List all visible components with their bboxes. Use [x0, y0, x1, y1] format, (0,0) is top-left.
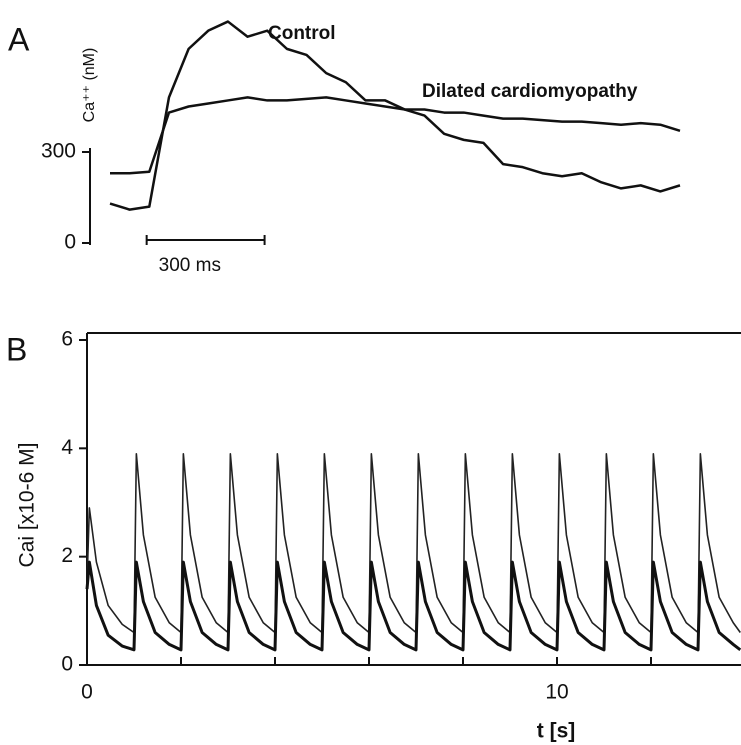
- panel-label: B: [6, 331, 27, 367]
- series-line: [85, 560, 741, 652]
- series-label: Dilated cardiomyopathy: [422, 81, 638, 102]
- y-tick-label: 300: [41, 140, 76, 163]
- series-line: [86, 452, 741, 634]
- series-label: Control: [268, 23, 336, 44]
- x-tick-label: 0: [81, 681, 93, 704]
- y-axis-title: Ca⁺⁺ (nM): [81, 48, 98, 123]
- y-tick-label: 4: [61, 436, 73, 459]
- y-tick-label: 6: [61, 328, 73, 351]
- x-tick-label: 10: [545, 681, 568, 704]
- scale-bar-label: 300 ms: [159, 255, 221, 276]
- series-line: [109, 20, 681, 211]
- panel-label: A: [8, 21, 30, 57]
- y-tick-label: 0: [64, 231, 76, 254]
- y-tick-label: 0: [61, 653, 73, 676]
- x-axis-title: t [s]: [537, 720, 576, 743]
- series-line: [110, 96, 681, 175]
- y-tick-label: 2: [61, 544, 73, 567]
- y-axis-title: Cai [x10-6 M]: [16, 443, 39, 568]
